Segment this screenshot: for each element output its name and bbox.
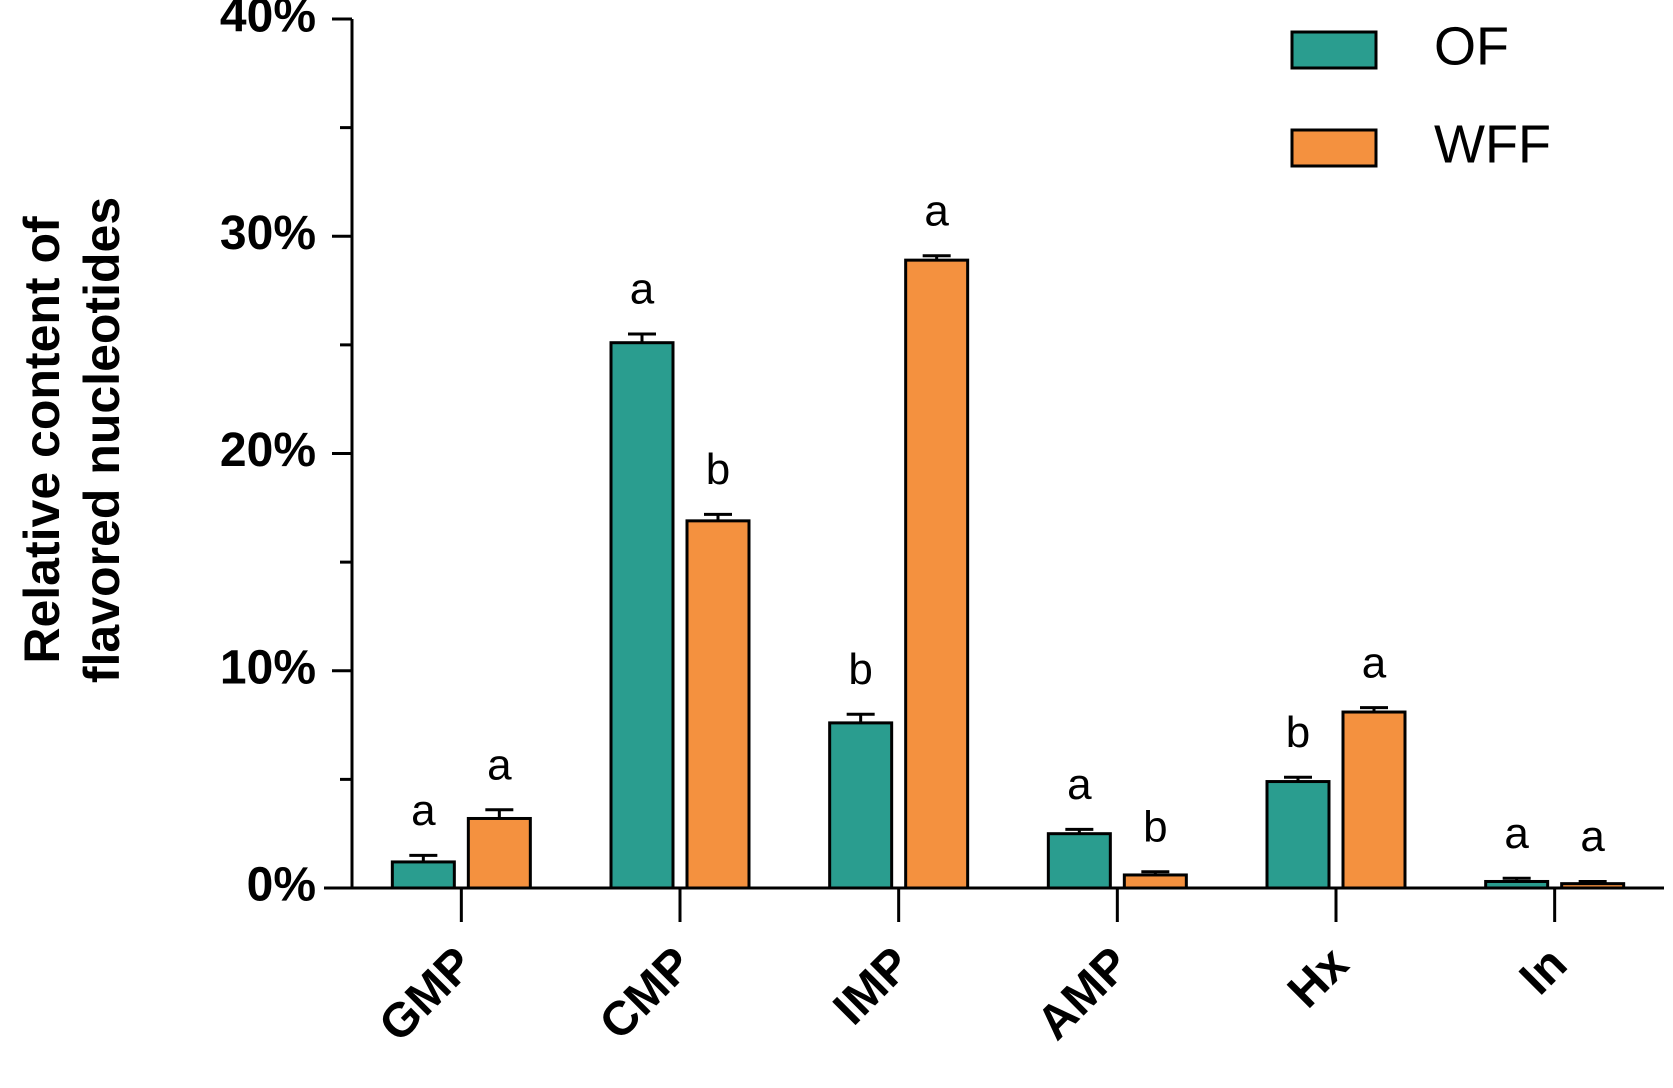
legend-label: WFF (1434, 114, 1551, 174)
bar (828, 721, 894, 890)
x-tick-label: In (1510, 937, 1578, 1005)
significance-label: b (1286, 708, 1310, 757)
x-tick-label: IMP (824, 937, 922, 1035)
y-tick-label: 30% (220, 207, 316, 260)
bar (1265, 780, 1331, 890)
significance-label: a (1362, 638, 1387, 687)
legend-swatch (1290, 30, 1378, 70)
significance-label: a (1580, 812, 1605, 861)
bar (904, 258, 970, 890)
y-tick-label: 0% (247, 859, 316, 912)
y-tick-label: 20% (220, 424, 316, 477)
bar (1560, 882, 1626, 890)
x-tick-label: GMP (369, 937, 484, 1052)
x-tick-label: AMP (1027, 937, 1140, 1050)
y-tick-label: 10% (220, 641, 316, 694)
y-axis-title-line: Relative content of (14, 216, 70, 664)
legend-label: OF (1434, 16, 1509, 76)
legend-swatch (1290, 128, 1378, 168)
x-tick-label: Hx (1278, 937, 1359, 1018)
significance-label: a (411, 786, 436, 835)
significance-label: a (487, 740, 512, 789)
significance-label: a (1067, 760, 1092, 809)
y-axis-title: Relative content of flavored nucleotides (14, 197, 130, 683)
significance-label: a (924, 186, 949, 235)
bar (1484, 879, 1550, 890)
y-tick-label: 40% (220, 0, 316, 43)
significance-label: a (630, 265, 655, 314)
bar (685, 519, 751, 890)
significance-label: b (848, 645, 872, 694)
bar (1341, 710, 1407, 890)
significance-label: a (1504, 809, 1529, 858)
bar (1122, 873, 1188, 890)
bar (609, 341, 675, 890)
y-axis-title-line: flavored nucleotides (74, 197, 130, 683)
bar (1046, 832, 1112, 890)
bar (390, 860, 456, 890)
significance-label: b (1143, 802, 1167, 851)
significance-label: b (706, 445, 730, 494)
x-tick-label: CMP (590, 937, 703, 1050)
bar (466, 816, 532, 890)
